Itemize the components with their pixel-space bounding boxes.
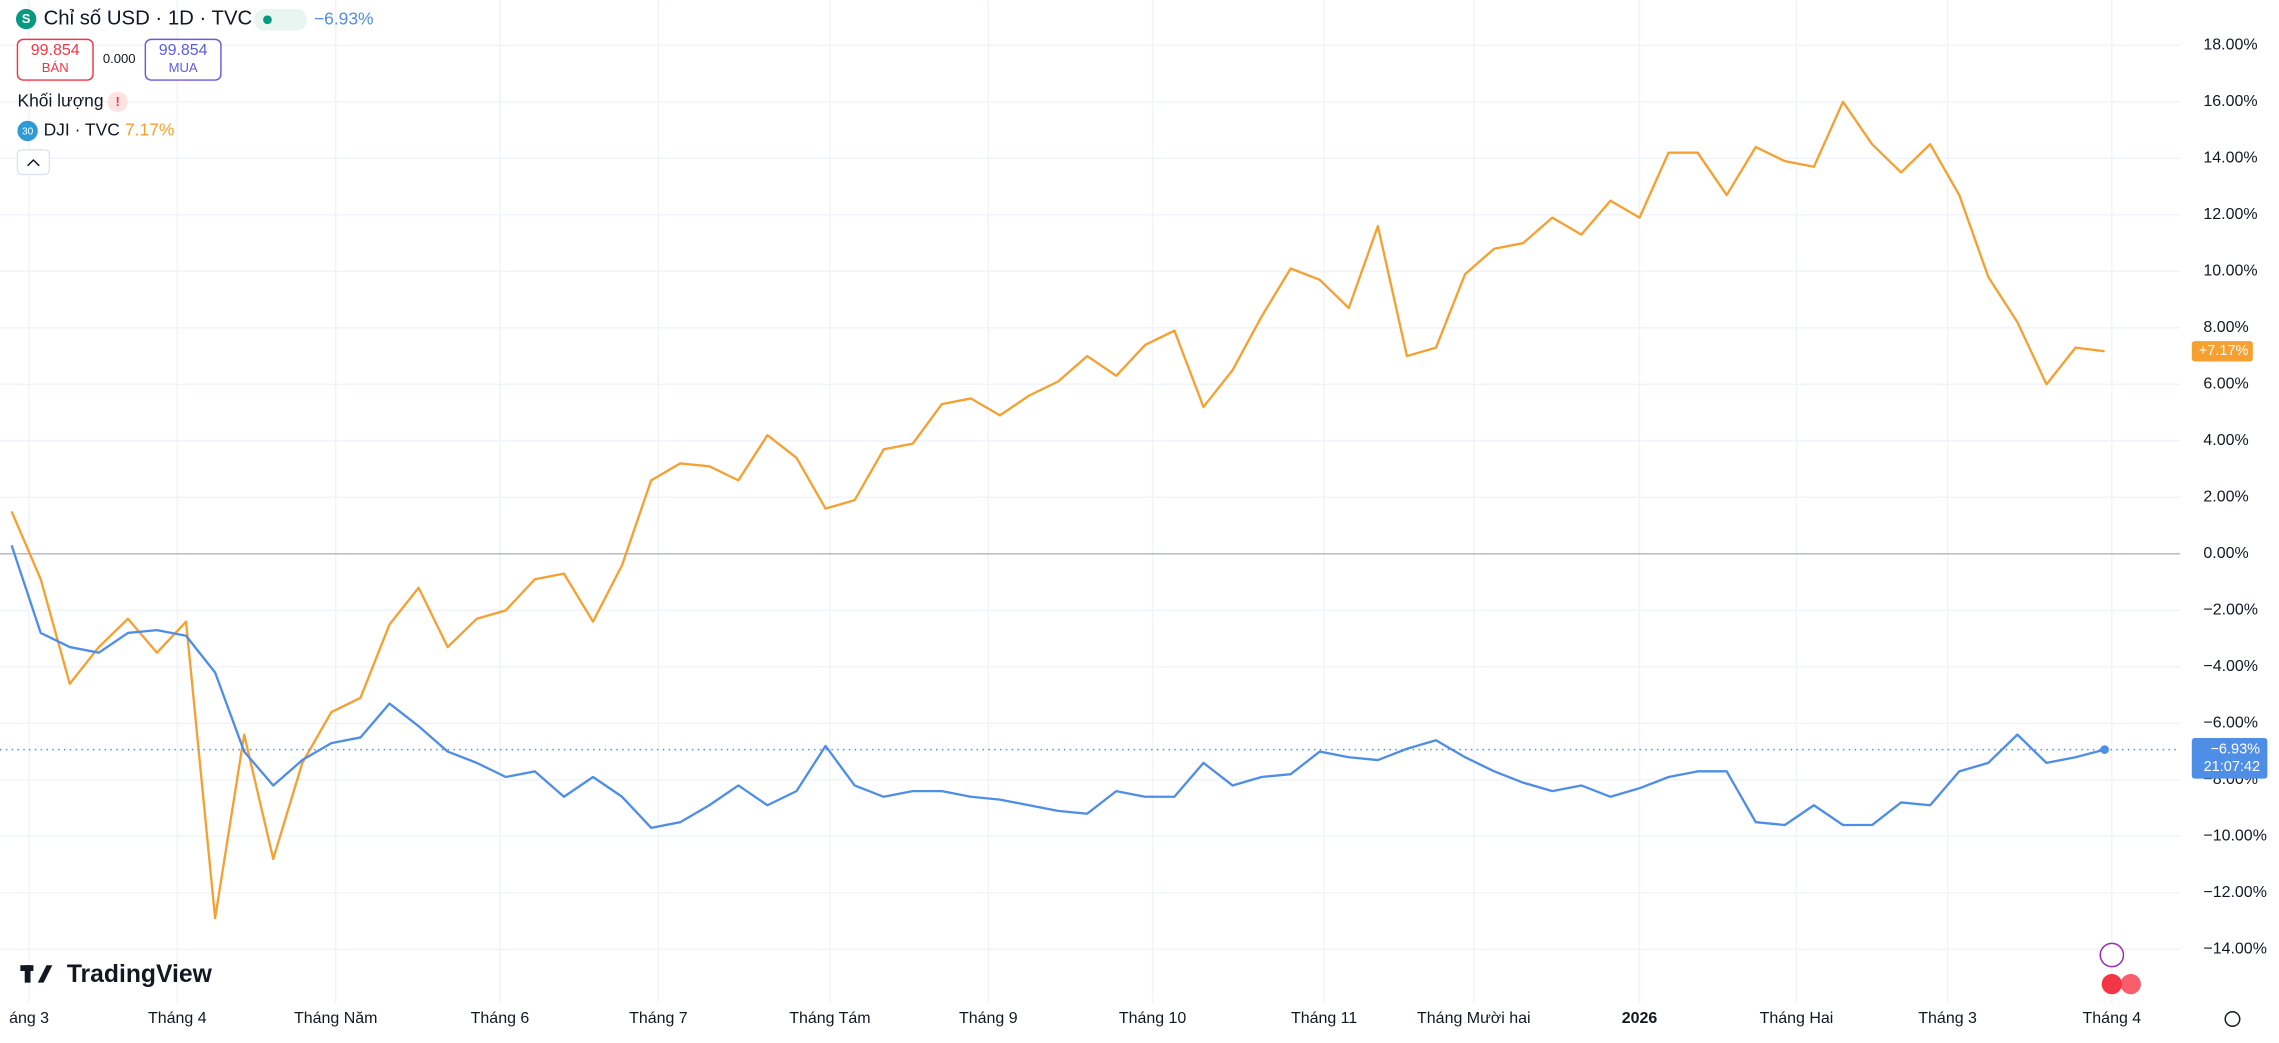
y-tick-label: −2.00% <box>2203 602 2258 619</box>
y-tick-label: 8.00% <box>2203 319 2248 336</box>
compare-icon <box>17 120 38 142</box>
last-badge <box>2191 737 2268 779</box>
flag-icon[interactable] <box>2120 973 2141 995</box>
last-badge-value: +7.17% <box>2199 343 2249 359</box>
compare-icon-text: 30 <box>22 126 34 137</box>
x-tick-label: Tháng Hai <box>1760 1010 1834 1027</box>
collapse-button[interactable] <box>16 149 51 176</box>
y-tick-label: 16.00% <box>2203 93 2257 110</box>
last-badge-value: −6.93% <box>2210 741 2260 757</box>
y-tick-label: 14.00% <box>2203 150 2257 167</box>
buy-label: MUA <box>169 60 198 75</box>
x-tick-label: Tháng Mười hai <box>1417 1010 1530 1027</box>
spread: 0.000 <box>103 51 136 66</box>
collapse-arrow <box>27 158 40 167</box>
x-tick-label: Tháng 11 <box>1291 1010 1357 1027</box>
x-tick-label: Tháng 4 <box>2083 1010 2142 1027</box>
flag-icon[interactable] <box>2101 973 2123 995</box>
compare-change: 7.17% <box>125 120 174 140</box>
last-point <box>2100 745 2109 754</box>
last-badge <box>2191 341 2253 362</box>
x-tick-label: Tháng 6 <box>471 1010 530 1027</box>
x-tick-label: Tháng Tám <box>789 1010 870 1027</box>
y-tick-label: 6.00% <box>2203 376 2248 393</box>
buy-price: 99.854 <box>159 42 208 59</box>
buy-button[interactable] <box>144 38 222 81</box>
x-tick-label: Tháng 9 <box>959 1010 1018 1027</box>
status-pill[interactable] <box>254 8 307 31</box>
compare-legend: DJI · TVC <box>44 120 120 140</box>
settings-icon[interactable] <box>2224 1010 2241 1027</box>
line-series <box>10 544 2105 830</box>
volume-warning[interactable] <box>107 91 128 113</box>
volume-label: Khối lượng <box>17 90 103 110</box>
y-tick-label: 18.00% <box>2203 37 2257 54</box>
last-badge-time: 21:07:42 <box>2204 759 2261 775</box>
sell-price: 99.854 <box>31 42 80 59</box>
y-tick-label: 12.00% <box>2203 206 2257 223</box>
brand: TradingView <box>67 961 213 988</box>
x-tick-label: Tháng 7 <box>629 1010 688 1027</box>
brand-logo <box>20 965 53 983</box>
y-tick-label: −4.00% <box>2203 658 2258 675</box>
sell-label: BÁN <box>42 60 69 75</box>
symbol-change: −6.93% <box>314 8 374 28</box>
symbol-icon-letter: S <box>22 11 31 26</box>
volume-warning-mark: ! <box>116 94 120 109</box>
y-tick-label: −6.00% <box>2203 715 2258 732</box>
y-tick-label: 4.00% <box>2203 432 2248 449</box>
x-tick-label: Tháng 10 <box>1119 1010 1187 1027</box>
line-series <box>10 100 2105 920</box>
events-icon[interactable] <box>2099 942 2125 968</box>
y-tick-label: 10.00% <box>2203 263 2257 280</box>
x-tick-label: Tháng 4 <box>148 1010 207 1027</box>
status-dot <box>263 15 272 25</box>
x-tick-label: 2026 <box>1622 1010 1658 1027</box>
symbol-icon <box>15 8 37 30</box>
y-tick-label: −14.00% <box>2203 941 2267 958</box>
x-tick-label: áng 3 <box>9 1010 49 1027</box>
x-tick-label: Tháng Năm <box>294 1010 377 1027</box>
sell-button[interactable] <box>16 38 94 81</box>
y-tick-label: 2.00% <box>2203 489 2248 506</box>
y-tick-label: 0.00% <box>2203 545 2248 562</box>
y-tick-label: −10.00% <box>2203 828 2267 845</box>
x-tick-label: Tháng 3 <box>1918 1010 1977 1027</box>
symbol-title: Chỉ số USD · 1D · TVC <box>44 7 253 29</box>
y-tick-label: −12.00% <box>2203 884 2267 901</box>
